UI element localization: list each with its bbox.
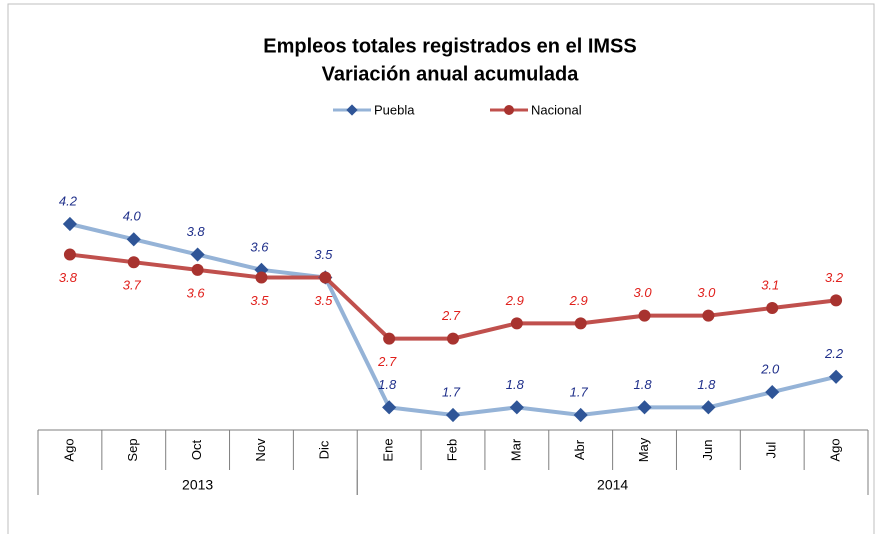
x-tick-label: May xyxy=(636,437,651,462)
data-label: 3.5 xyxy=(250,293,269,308)
point-marker xyxy=(765,385,780,400)
data-label: 3.5 xyxy=(314,293,333,308)
data-label: 3.5 xyxy=(314,247,333,262)
data-label: 4.2 xyxy=(59,193,78,208)
point-marker xyxy=(829,369,844,384)
point-marker xyxy=(701,400,716,415)
data-label: 3.6 xyxy=(250,239,269,254)
x-tick-label: Mar xyxy=(508,438,523,461)
data-label: 1.8 xyxy=(506,377,525,392)
data-label: 3.2 xyxy=(825,270,844,285)
data-label: 1.8 xyxy=(697,377,716,392)
data-label: 3.0 xyxy=(633,285,652,300)
point-marker xyxy=(191,263,204,276)
point-marker xyxy=(510,317,523,330)
point-marker xyxy=(574,317,587,330)
point-marker xyxy=(255,271,268,284)
data-label: 4.0 xyxy=(123,209,142,224)
data-label: 2.2 xyxy=(824,346,844,361)
x-tick-label: Jun xyxy=(700,440,715,461)
x-tick-label: Oct xyxy=(189,440,204,461)
data-label: 3.8 xyxy=(59,270,78,285)
x-tick-label: Nov xyxy=(253,438,268,462)
data-label: 3.0 xyxy=(697,285,716,300)
point-marker xyxy=(573,407,588,423)
point-marker xyxy=(383,332,396,345)
point-marker xyxy=(445,407,461,423)
legend-label: Nacional xyxy=(531,102,582,117)
data-label: 1.7 xyxy=(442,384,461,399)
x-tick-label: Feb xyxy=(444,439,459,461)
group-label: 2014 xyxy=(597,477,628,493)
data-label: 1.7 xyxy=(570,384,589,399)
point-marker xyxy=(637,400,652,415)
point-marker xyxy=(126,232,141,247)
point-marker xyxy=(766,302,779,315)
point-marker xyxy=(127,256,140,269)
point-marker xyxy=(63,248,76,261)
data-label: 3.1 xyxy=(761,277,779,292)
point-marker xyxy=(190,247,205,262)
data-label: 2.9 xyxy=(505,293,524,308)
point-marker xyxy=(382,400,397,415)
legend-marker xyxy=(346,104,358,116)
data-label: 1.8 xyxy=(378,377,397,392)
point-marker xyxy=(62,216,77,232)
x-tick-label: Sep xyxy=(125,438,140,461)
data-label: 2.9 xyxy=(569,293,588,308)
data-label: 2.7 xyxy=(377,354,397,369)
data-label: 2.7 xyxy=(441,308,461,323)
data-label: 3.7 xyxy=(123,278,142,293)
x-tick-label: Ago xyxy=(61,438,76,461)
point-marker xyxy=(447,332,459,345)
data-label: 3.6 xyxy=(187,285,206,300)
x-tick-label: Dic xyxy=(317,440,332,459)
data-label: 2.0 xyxy=(760,362,780,377)
point-marker xyxy=(638,309,651,322)
data-label: 1.8 xyxy=(633,377,652,392)
data-label: 3.8 xyxy=(187,224,206,239)
x-tick-label: Ago xyxy=(828,438,843,461)
point-marker xyxy=(509,400,524,415)
point-marker xyxy=(830,294,843,307)
legend-marker xyxy=(504,105,514,115)
chart-title: Empleos totales registrados en el IMSS xyxy=(263,35,636,57)
x-tick-label: Ene xyxy=(381,438,396,461)
group-label: 2013 xyxy=(182,477,213,493)
x-tick-label: Jul xyxy=(764,442,779,459)
point-marker xyxy=(319,271,332,284)
x-tick-label: Abr xyxy=(572,439,587,460)
series-line xyxy=(69,252,837,341)
chart-subtitle: Variación anual acumulada xyxy=(322,63,580,85)
chart-frame xyxy=(7,3,875,534)
legend-label: Puebla xyxy=(374,102,415,117)
point-marker xyxy=(702,309,715,322)
